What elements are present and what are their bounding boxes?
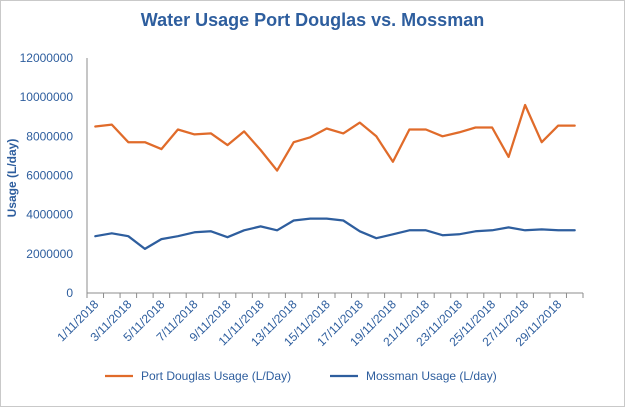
series-line-port-douglas — [94, 103, 576, 172]
legend-label: Port Douglas Usage (L/Day) — [141, 369, 291, 383]
chart-title: Water Usage Port Douglas vs. Mossman — [140, 10, 485, 30]
y-tick-label: 12000000 — [20, 51, 74, 65]
y-tick-label: 4000000 — [26, 208, 73, 222]
y-tick-label: 8000000 — [26, 129, 73, 143]
series-line-mossman — [94, 217, 576, 251]
legend-label: Mossman Usage (L/day) — [366, 369, 497, 383]
y-axis-label: Usage (L/day) — [5, 139, 19, 218]
y-tick-label: 6000000 — [26, 169, 73, 183]
y-tick-label: 0 — [66, 286, 73, 300]
y-tick-label: 2000000 — [26, 247, 73, 261]
y-tick-label: 10000000 — [20, 90, 74, 104]
